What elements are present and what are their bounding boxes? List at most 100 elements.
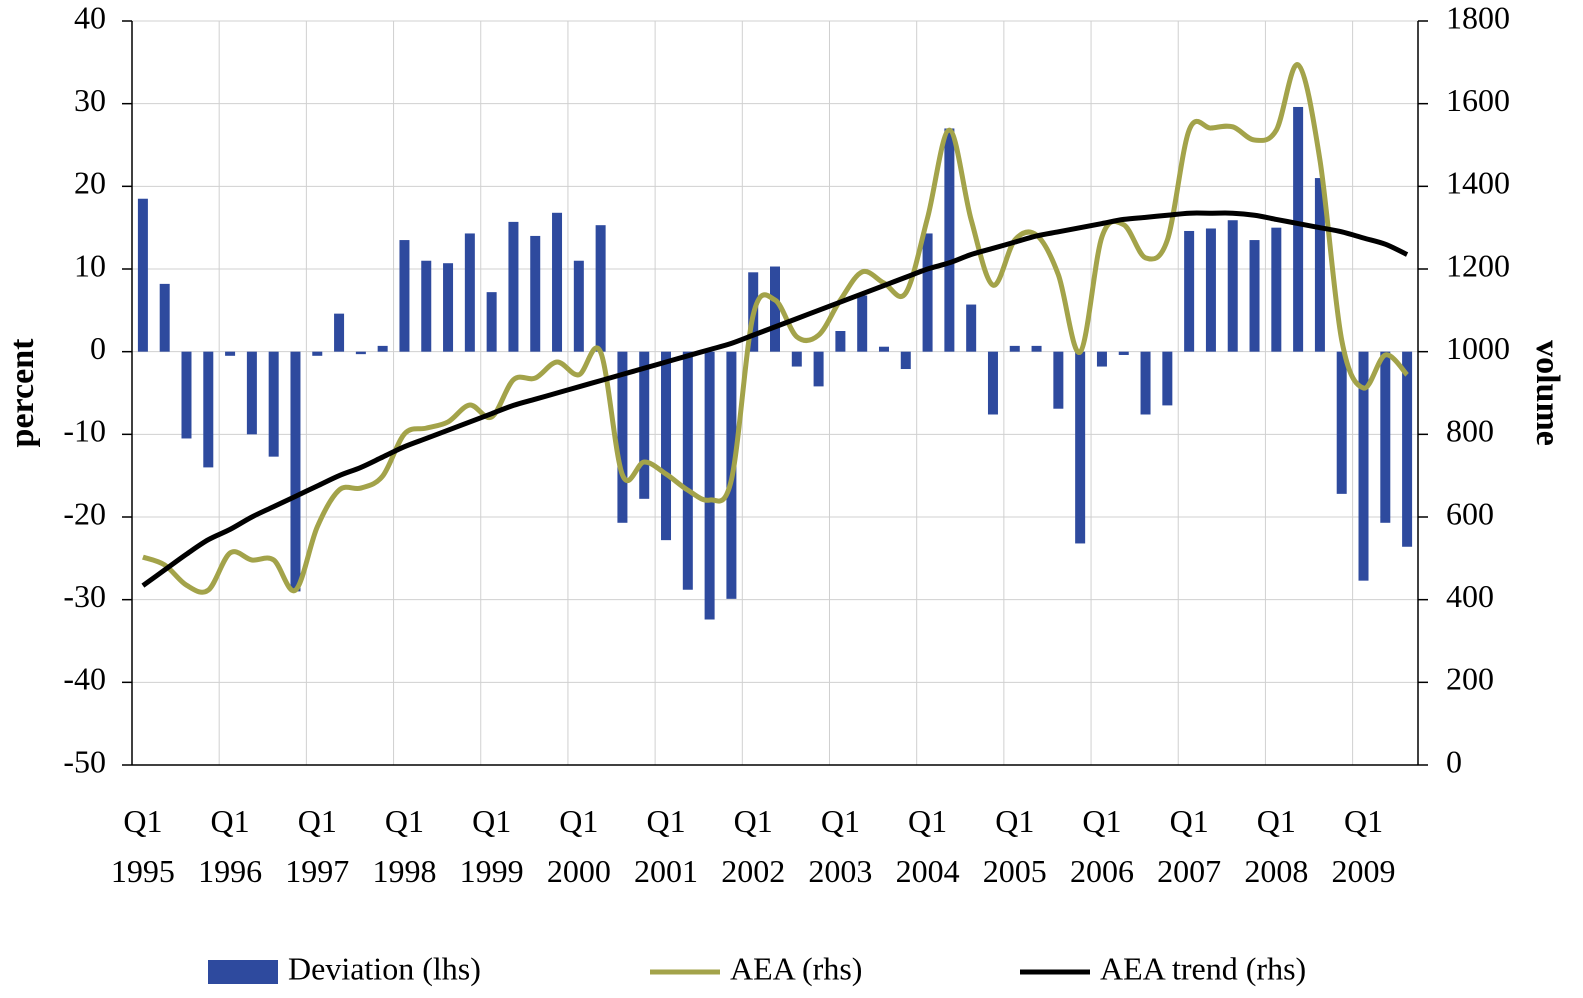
bar xyxy=(1380,351,1391,523)
y-tick-label: -50 xyxy=(63,743,106,779)
bar xyxy=(508,221,519,352)
x-tick-label: Q1 1996 xyxy=(198,803,262,889)
legend-label: AEA trend (rhs) xyxy=(1100,950,1306,986)
x-tick-label: Q1 2009 xyxy=(1332,803,1396,889)
bar xyxy=(181,351,192,439)
bar xyxy=(552,212,563,352)
bar xyxy=(225,351,236,356)
y-tick-label: 0 xyxy=(90,330,106,366)
x-tick-label: Q1 2000 xyxy=(547,803,611,889)
bar xyxy=(1271,227,1282,352)
x-tick-label: Q1 2004 xyxy=(896,803,960,889)
bar xyxy=(661,351,672,541)
y-tick-label: 10 xyxy=(74,247,106,283)
y2-tick-label: 1200 xyxy=(1446,247,1510,283)
bar xyxy=(421,260,432,352)
bar xyxy=(443,263,454,352)
y-tick-label: -40 xyxy=(63,661,106,697)
y2-tick-label: 0 xyxy=(1446,743,1462,779)
y2-tick-label: 600 xyxy=(1446,495,1494,531)
bar xyxy=(290,351,301,592)
y-tick-label: -10 xyxy=(63,413,106,449)
x-tick-label: Q1 2008 xyxy=(1244,803,1308,889)
bar xyxy=(966,304,977,352)
y-tick-label: -30 xyxy=(63,578,106,614)
bar xyxy=(1009,345,1020,352)
y2-tick-label: 800 xyxy=(1446,413,1494,449)
x-tick-label: Q1 2001 xyxy=(634,803,698,889)
bar xyxy=(878,346,889,352)
bar xyxy=(639,351,650,499)
bar xyxy=(1314,178,1325,352)
y-tick-label: 30 xyxy=(74,82,106,118)
bar xyxy=(1031,345,1042,352)
legend-label: Deviation (lhs) xyxy=(288,950,481,986)
bar xyxy=(1402,351,1413,547)
x-tick-label: Q1 2003 xyxy=(808,803,872,889)
x-tick-label: Q1 1997 xyxy=(285,803,349,889)
bar xyxy=(268,351,279,457)
x-tick-label: Q1 2002 xyxy=(721,803,785,889)
bar xyxy=(704,351,715,620)
x-tick-label: Q1 1995 xyxy=(111,803,175,889)
bar xyxy=(1075,351,1086,544)
bar xyxy=(464,233,475,352)
line xyxy=(142,62,1409,595)
bar xyxy=(987,351,998,415)
y2-tick-label: 1000 xyxy=(1446,330,1510,366)
y2-tick-label: 1400 xyxy=(1446,165,1510,201)
bar xyxy=(203,351,214,468)
bar xyxy=(530,235,541,352)
bar xyxy=(334,313,345,352)
bar xyxy=(159,283,170,352)
bar xyxy=(377,345,388,352)
y2-axis-label: volume xyxy=(1529,340,1566,446)
bar xyxy=(835,331,846,352)
x-tick-label: Q1 2007 xyxy=(1157,803,1221,889)
bar xyxy=(1205,228,1216,352)
bar xyxy=(1336,351,1347,494)
bar xyxy=(486,292,497,352)
bar xyxy=(312,351,323,356)
bar xyxy=(1140,351,1151,415)
line xyxy=(141,210,1409,588)
x-tick-label: Q1 2005 xyxy=(983,803,1047,889)
bar xyxy=(1293,106,1304,352)
bar xyxy=(857,295,868,352)
bar xyxy=(944,128,955,352)
y-tick-label: 40 xyxy=(74,0,106,35)
bar xyxy=(813,351,824,387)
bar xyxy=(595,225,606,352)
bar xyxy=(1053,351,1064,409)
legend-label: AEA (rhs) xyxy=(730,950,862,986)
bar xyxy=(682,351,693,590)
x-tick-label: Q1 1998 xyxy=(372,803,436,889)
bar xyxy=(1184,230,1195,352)
bar xyxy=(1162,351,1173,406)
y2-tick-label: 1800 xyxy=(1446,0,1510,35)
y2-tick-label: 1600 xyxy=(1446,82,1510,118)
bar xyxy=(399,240,410,352)
legend-swatch xyxy=(208,960,278,984)
bar xyxy=(900,351,911,370)
bar xyxy=(1249,240,1260,352)
bar xyxy=(1358,351,1369,581)
bar xyxy=(355,351,366,355)
y2-tick-label: 200 xyxy=(1446,661,1494,697)
bar xyxy=(922,233,933,352)
x-tick-label: Q1 2006 xyxy=(1070,803,1134,889)
y2-tick-label: 400 xyxy=(1446,578,1494,614)
bar xyxy=(1227,220,1238,352)
y-tick-label: -20 xyxy=(63,495,106,531)
bar xyxy=(1118,351,1129,355)
bar xyxy=(137,198,148,352)
y-tick-label: 20 xyxy=(74,165,106,201)
bar xyxy=(573,260,584,352)
bar xyxy=(770,266,780,352)
bar xyxy=(617,351,628,523)
x-tick-label: Q1 1999 xyxy=(460,803,524,889)
bar xyxy=(246,351,257,435)
y-axis-label: percent xyxy=(4,338,41,448)
bar xyxy=(791,351,802,367)
